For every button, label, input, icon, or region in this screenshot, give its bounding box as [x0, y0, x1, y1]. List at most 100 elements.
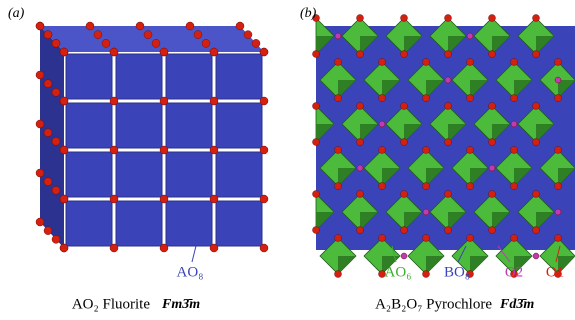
atom: [445, 103, 452, 110]
atom: [210, 146, 218, 154]
atom: [533, 139, 540, 146]
atom: [110, 195, 118, 203]
atom: [335, 183, 342, 190]
atom: [335, 33, 341, 39]
atom: [511, 59, 518, 66]
atom: [52, 137, 60, 145]
block-top: [40, 26, 264, 52]
atom: [423, 183, 430, 190]
atom: [52, 186, 60, 194]
atom: [94, 31, 102, 39]
atom: [335, 147, 342, 154]
cube-face: [216, 103, 262, 148]
pyrochlore-structure: [313, 15, 575, 278]
atom: [379, 183, 386, 190]
caption-name: A₂B₂O₇ Pyrochlore: [375, 296, 492, 312]
cube-face: [166, 152, 212, 197]
octahedron-shade: [338, 256, 356, 274]
atom: [357, 51, 364, 58]
atom: [423, 209, 429, 215]
atom: [489, 191, 496, 198]
atom: [36, 71, 44, 79]
atom: [357, 165, 363, 171]
atom: [379, 121, 385, 127]
panel-label: (b): [300, 6, 317, 21]
atom: [379, 235, 386, 242]
atom: [110, 48, 118, 56]
atom: [210, 195, 218, 203]
panel-label: (a): [8, 6, 25, 21]
atom: [401, 51, 408, 58]
atom: [52, 235, 60, 243]
atom: [152, 39, 160, 47]
cube-face: [66, 54, 112, 99]
atom: [44, 227, 52, 235]
cube-face: [166, 103, 212, 148]
atom: [445, 77, 451, 83]
atom: [555, 59, 562, 66]
atom: [489, 165, 495, 171]
atom: [533, 191, 540, 198]
atom: [357, 15, 364, 22]
atom: [36, 169, 44, 177]
atom: [335, 95, 342, 102]
atom: [445, 191, 452, 198]
cube-face: [166, 54, 212, 99]
fluorite-structure: [36, 22, 268, 252]
atom: [36, 22, 44, 30]
atom: [467, 147, 474, 154]
atom: [313, 51, 320, 58]
callout-label: O1: [546, 264, 564, 280]
atom: [467, 95, 474, 102]
figure: (a) (b) AO₈ AO₆ BO₈ O2 O1 AO₂ Fluorite F…: [0, 0, 575, 320]
atom: [52, 88, 60, 96]
octahedron-shade: [470, 256, 488, 274]
cube-face: [66, 103, 112, 148]
atom: [401, 139, 408, 146]
atom: [401, 15, 408, 22]
atom: [60, 244, 68, 252]
atom: [52, 39, 60, 47]
caption-space-group: Fm3̄m: [161, 297, 200, 312]
cube-face: [116, 103, 162, 148]
cube-face: [116, 54, 162, 99]
atom: [60, 195, 68, 203]
caption-name: AO₂ Fluorite: [72, 296, 150, 312]
atom: [467, 235, 474, 242]
atom: [423, 147, 430, 154]
atom: [36, 120, 44, 128]
atom: [489, 139, 496, 146]
cube-face: [166, 201, 212, 246]
cube-face: [116, 201, 162, 246]
atom: [186, 22, 194, 30]
atom: [445, 139, 452, 146]
atom: [423, 235, 430, 242]
atom: [44, 31, 52, 39]
cube-face: [216, 201, 262, 246]
atom: [260, 195, 268, 203]
cube-face: [66, 201, 112, 246]
atom: [555, 235, 562, 242]
atom: [313, 191, 320, 198]
atom: [511, 183, 518, 190]
atom: [36, 218, 44, 226]
atom: [379, 147, 386, 154]
atom: [60, 97, 68, 105]
atom: [136, 22, 144, 30]
atom: [555, 95, 562, 102]
atom: [60, 48, 68, 56]
atom: [489, 51, 496, 58]
atom: [160, 244, 168, 252]
atom: [335, 271, 342, 278]
atom: [60, 146, 68, 154]
callout-label: AO₈: [177, 264, 204, 280]
atom: [102, 39, 110, 47]
atom: [260, 244, 268, 252]
atom: [313, 103, 320, 110]
atom: [252, 39, 260, 47]
atom: [445, 227, 452, 234]
callout-label: O2: [505, 264, 523, 280]
atom: [357, 103, 364, 110]
cube-face: [66, 152, 112, 197]
atom: [313, 139, 320, 146]
